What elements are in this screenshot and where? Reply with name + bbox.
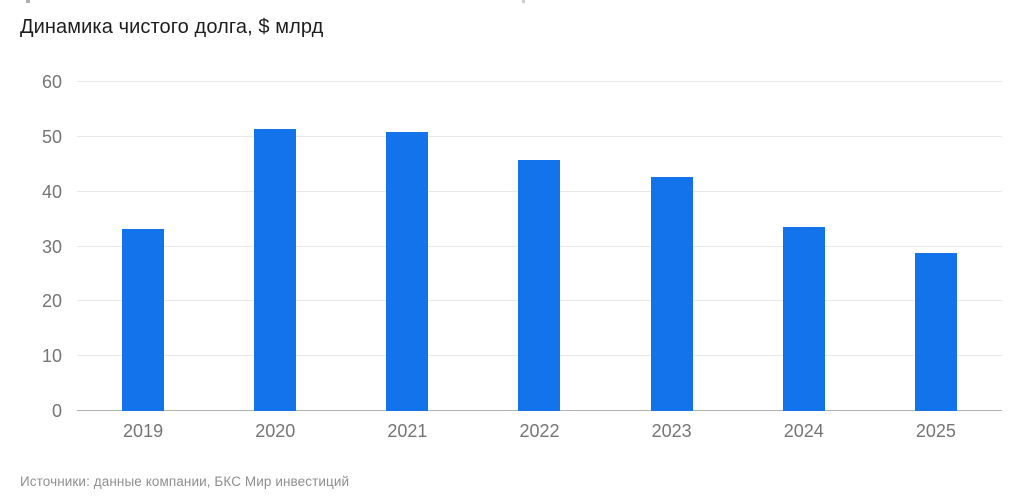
bar-2019 bbox=[122, 228, 165, 411]
bar-slot-2024 bbox=[738, 82, 870, 411]
x-tick-label-2021: 2021 bbox=[387, 421, 428, 441]
y-tick-label-10: 10 bbox=[41, 346, 62, 367]
gridline-60 bbox=[77, 81, 1002, 82]
bar-2021 bbox=[386, 132, 429, 411]
x-tick-label-2025: 2025 bbox=[915, 421, 956, 441]
y-tick-label-0: 0 bbox=[51, 401, 62, 421]
bar-slot-2020 bbox=[209, 82, 341, 411]
bar-2024 bbox=[782, 226, 825, 411]
bar-slot-2021 bbox=[341, 82, 473, 411]
y-tick-label-20: 20 bbox=[41, 291, 62, 312]
bars-layer bbox=[77, 82, 1002, 411]
y-tick-label-60: 60 bbox=[41, 72, 62, 92]
x-tick-label-2020: 2020 bbox=[255, 421, 296, 441]
y-tick-label-40: 40 bbox=[41, 181, 62, 202]
cropped-text-artifact bbox=[26, 0, 30, 3]
bar-slot-2022 bbox=[473, 82, 605, 411]
chart-title: Динамика чистого долга, $ млрд bbox=[20, 16, 324, 38]
bar-2025 bbox=[914, 252, 957, 411]
cropped-text-artifact bbox=[522, 0, 525, 3]
x-tick-label-2024: 2024 bbox=[783, 421, 824, 441]
gridline-50 bbox=[77, 135, 1002, 137]
y-tick-label-30: 30 bbox=[41, 236, 62, 257]
bar-slot-2019 bbox=[77, 82, 209, 411]
x-tick-label-2023: 2023 bbox=[651, 421, 692, 441]
bar-slot-2023 bbox=[606, 82, 738, 411]
y-tick-label-50: 50 bbox=[41, 126, 62, 147]
source-note: Источники: данные компании, БКС Мир инве… bbox=[20, 474, 350, 489]
plot-area: 0 10 20 30 40 50 60 bbox=[42, 73, 1002, 420]
x-tick-label-2019: 2019 bbox=[123, 421, 164, 441]
bar-2023 bbox=[650, 176, 693, 411]
bar-2020 bbox=[254, 128, 297, 411]
x-axis-labels: 2019 2020 2021 2022 2023 2024 2025 bbox=[77, 421, 1002, 442]
bar-2022 bbox=[518, 159, 561, 411]
x-tick-label-2022: 2022 bbox=[519, 421, 560, 441]
bar-slot-2025 bbox=[870, 82, 1002, 411]
